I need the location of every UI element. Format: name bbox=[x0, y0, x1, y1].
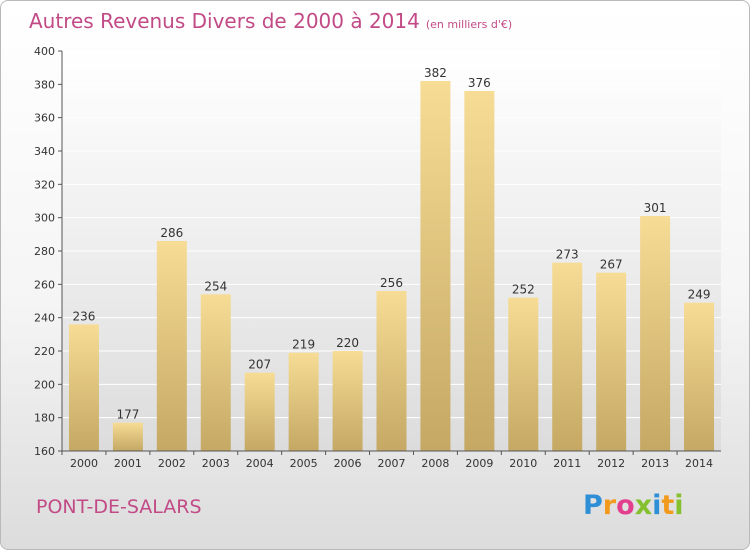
x-axis: 2000 2001 2002 2003 2004 2005 2006 2007 2008 2009… bbox=[61, 450, 721, 470]
bar-2009 bbox=[464, 91, 495, 451]
y-tick-label: 400 bbox=[34, 45, 55, 58]
x-tick-label: 2011 bbox=[553, 457, 581, 470]
bar-value-label: 236 bbox=[73, 309, 96, 323]
y-tick-label: 200 bbox=[34, 378, 55, 391]
bar-value-label: 219 bbox=[292, 338, 315, 352]
bar-2007 bbox=[376, 291, 407, 451]
logo-letter: P bbox=[583, 490, 603, 521]
y-tick-label: 340 bbox=[34, 145, 55, 158]
x-tick-label: 2001 bbox=[114, 457, 142, 470]
bar-value-label: 376 bbox=[468, 76, 491, 90]
bar-2006 bbox=[332, 351, 363, 451]
bar-2010 bbox=[508, 297, 539, 451]
x-tick-label: 2009 bbox=[465, 457, 493, 470]
bar-value-label: 207 bbox=[248, 358, 271, 372]
x-tick-label: 2006 bbox=[334, 457, 362, 470]
logo-letter: t bbox=[661, 490, 675, 521]
x-tick-label: 2005 bbox=[290, 457, 318, 470]
y-tick-label: 240 bbox=[34, 312, 55, 325]
bar-value-label: 273 bbox=[556, 248, 579, 262]
bar-value-label: 252 bbox=[512, 283, 535, 297]
x-tick-label: 2003 bbox=[202, 457, 230, 470]
bar-value-label: 382 bbox=[424, 66, 447, 80]
chart-title-main: Autres Revenus Divers de 2000 à 2014 bbox=[29, 9, 420, 33]
y-tick-label: 260 bbox=[34, 278, 55, 291]
x-tick-label: 2010 bbox=[509, 457, 537, 470]
y-tick-label: 180 bbox=[34, 412, 55, 425]
logo-letter: i bbox=[674, 490, 684, 521]
y-tick-label: 320 bbox=[34, 178, 55, 191]
x-tick-label: 2013 bbox=[641, 457, 669, 470]
bar-value-label: 256 bbox=[380, 276, 403, 290]
bar-value-label: 249 bbox=[688, 288, 711, 302]
y-tick-label: 300 bbox=[34, 212, 55, 225]
chart-title: Autres Revenus Divers de 2000 à 2014 (en … bbox=[29, 9, 512, 33]
y-tick-label: 220 bbox=[34, 345, 55, 358]
bar-2013 bbox=[640, 216, 671, 451]
logo-letter: r bbox=[602, 490, 617, 521]
y-axis: 160 180 200 220 240 260 280 300 320 340 360 380 400 bbox=[34, 45, 63, 458]
bar-2002 bbox=[156, 241, 187, 451]
bar-2012 bbox=[596, 272, 627, 451]
bar-value-label: 267 bbox=[600, 258, 623, 272]
bar-value-label: 301 bbox=[644, 201, 667, 215]
x-tick-label: 2014 bbox=[685, 457, 713, 470]
bar-value-label: 220 bbox=[336, 336, 359, 350]
x-tick-label: 2007 bbox=[378, 457, 406, 470]
bar-2004 bbox=[244, 372, 275, 451]
y-tick-label: 380 bbox=[34, 78, 55, 91]
bar-2008 bbox=[420, 81, 451, 451]
chart-title-unit: (en milliers d'€) bbox=[425, 18, 513, 31]
bar-value-label: 254 bbox=[204, 279, 227, 293]
x-tick-label: 2004 bbox=[246, 457, 274, 470]
bars: 236 177 286 254 207 219 220 256 382 376 252 273 267 3… bbox=[68, 66, 715, 451]
y-tick-label: 280 bbox=[34, 245, 55, 258]
bar-value-label: 177 bbox=[116, 408, 139, 422]
y-tick-label: 360 bbox=[34, 112, 55, 125]
logo-letter: i bbox=[652, 490, 662, 521]
y-tick-label: 160 bbox=[34, 445, 55, 458]
bar-value-label: 286 bbox=[160, 226, 183, 240]
x-tick-label: 2008 bbox=[421, 457, 449, 470]
bar-2003 bbox=[200, 294, 231, 451]
x-tick-label: 2000 bbox=[70, 457, 98, 470]
bar-2011 bbox=[552, 262, 583, 451]
bar-2000 bbox=[68, 324, 99, 451]
place-name: PONT-DE-SALARS bbox=[36, 496, 202, 518]
logo-letter: x bbox=[634, 490, 653, 521]
logo-letter: o bbox=[616, 490, 635, 521]
bar-2005 bbox=[288, 352, 319, 451]
bar-2014 bbox=[684, 302, 715, 451]
x-tick-label: 2012 bbox=[597, 457, 625, 470]
bar-2001 bbox=[112, 422, 143, 451]
proxiti-logo: Proxiti bbox=[583, 490, 684, 521]
x-tick-label: 2002 bbox=[158, 457, 186, 470]
